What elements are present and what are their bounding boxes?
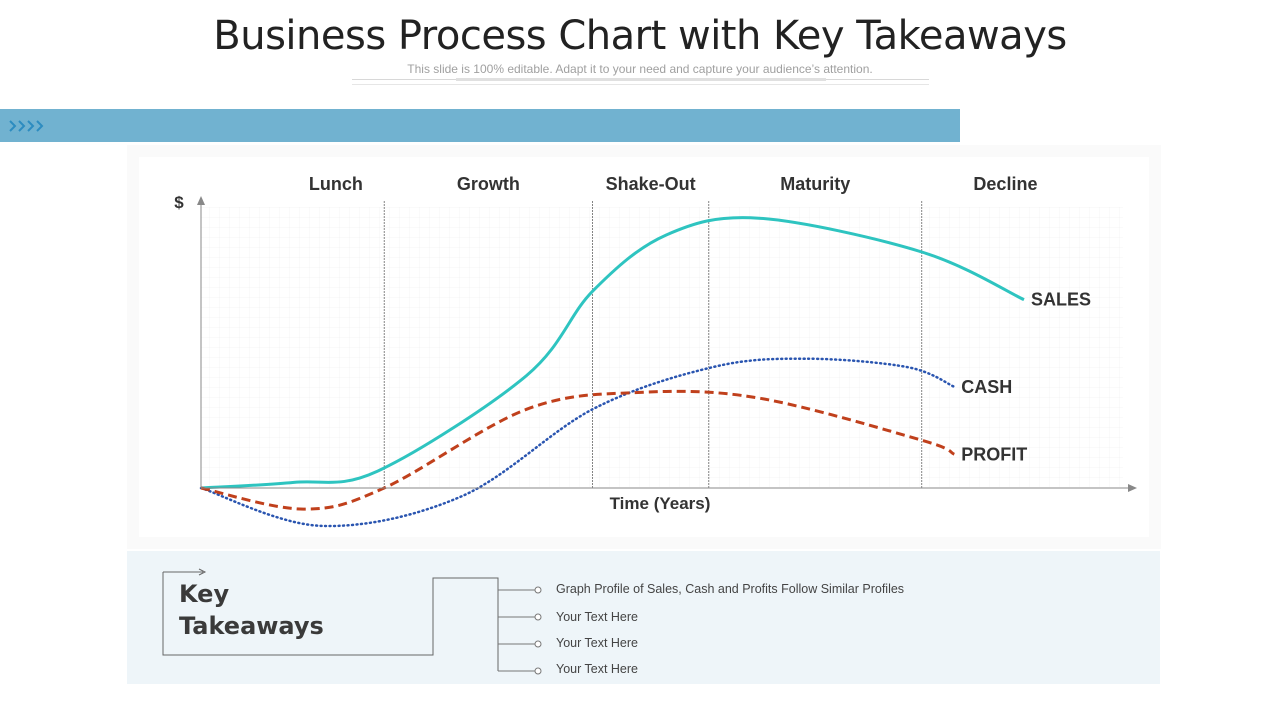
key-takeaways-title-line2: Takeaways	[179, 612, 324, 640]
frame-arrow-icon	[198, 568, 207, 576]
key-takeaways-title: Key Takeaways	[179, 578, 419, 642]
phase-label: Decline	[973, 174, 1037, 194]
section-banner	[0, 109, 960, 142]
y-axis-label: $	[174, 193, 184, 212]
subtitle-divider-accent	[456, 78, 826, 81]
page-subtitle: This slide is 100% editable. Adapt it to…	[407, 62, 873, 76]
takeaway-item-1: Graph Profile of Sales, Cash and Profits…	[556, 582, 905, 596]
takeaway-connector-3	[498, 640, 542, 648]
series-label-cash: CASH	[961, 377, 1012, 397]
series-line-sales	[200, 216, 1025, 490]
phase-label: Maturity	[780, 174, 850, 194]
phase-label: Lunch	[309, 174, 363, 194]
series-label-profit: PROFIT	[961, 444, 1027, 464]
takeaway-item-3: Your Text Here	[556, 636, 638, 650]
key-takeaways-title-line1: Key	[179, 580, 230, 608]
key-takeaways-panel	[127, 551, 1160, 684]
chart-area: Lunch Growth Shake-Out Maturity Decline SALE…	[139, 157, 1149, 537]
takeaway-item-4: Your Text Here	[556, 662, 638, 676]
chart-grid	[201, 207, 1123, 487]
lifecycle-chart: Lunch Growth Shake-Out Maturity Decline SALE…	[174, 174, 1137, 528]
subtitle-divider-lower	[352, 84, 929, 85]
phase-label: Growth	[457, 174, 520, 194]
series-label-sales: SALES	[1031, 290, 1091, 310]
takeaway-connector-1	[498, 586, 542, 594]
x-axis-arrow-icon	[1128, 484, 1137, 492]
takeaways-bracket	[162, 577, 499, 671]
takeaway-item-2: Your Text Here	[556, 610, 638, 624]
takeaway-connector-4	[498, 667, 542, 675]
series-line-profit	[200, 389, 956, 511]
x-axis-label: Time (Years)	[610, 494, 711, 513]
takeaway-connector-2	[498, 613, 542, 621]
phase-label: Shake-Out	[606, 174, 696, 194]
series-line-cash	[199, 357, 956, 528]
chevron-right-icon	[9, 120, 44, 132]
y-axis-arrow-icon	[197, 196, 205, 205]
page-title: Business Process Chart with Key Takeaway…	[213, 13, 1067, 59]
chart-panel: Lunch Growth Shake-Out Maturity Decline SALE…	[127, 145, 1161, 549]
